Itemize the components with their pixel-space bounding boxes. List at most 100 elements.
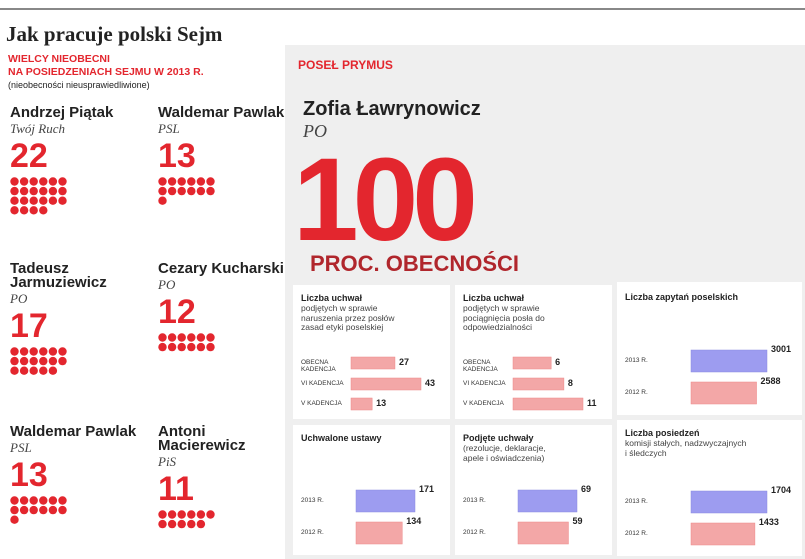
dot xyxy=(58,196,67,205)
person-party: PiS xyxy=(158,454,177,469)
top-value: 100 xyxy=(293,134,478,266)
panel-bars xyxy=(512,356,584,411)
dot xyxy=(196,342,206,352)
bar-value: 69 xyxy=(581,484,592,494)
panel-subtitle: (rezolucje, deklaracje, apele i oświadcz… xyxy=(463,443,546,463)
person: Waldemar Pawlak PSL 13 xyxy=(158,105,286,206)
person-party: PSL xyxy=(158,121,180,136)
panel-head: Liczba zapytań poselskich xyxy=(625,292,794,302)
panel-title: Liczba posiedzeń xyxy=(625,428,700,438)
dot xyxy=(19,496,29,505)
dot xyxy=(10,496,19,505)
dot xyxy=(39,496,48,505)
dot xyxy=(39,347,48,356)
dot xyxy=(158,333,167,342)
dot xyxy=(196,186,206,196)
person-days: 11 xyxy=(158,470,194,508)
row-label: 2013 R. xyxy=(301,497,324,504)
bar xyxy=(355,489,416,513)
dot xyxy=(187,342,196,352)
panel-bars xyxy=(690,490,768,546)
dot xyxy=(39,356,48,366)
stat-panel: Liczba zapytań poselskich 2013 R. 3001 2012… xyxy=(617,282,802,415)
stat-panel: Liczba uchwał podjętych w sprawie narusze… xyxy=(293,285,450,419)
dot-grid xyxy=(10,347,67,375)
section-title: WIELCY NIEOBECNI NA POSIEDZENIACH SEJMU … xyxy=(8,53,204,79)
dot xyxy=(187,333,196,342)
panel-title: Uchwalone ustawy xyxy=(301,433,382,443)
dot xyxy=(177,510,186,519)
panel-head: Liczba uchwał podjętych w sprawie pociągn… xyxy=(463,293,604,333)
dot xyxy=(206,342,215,352)
top-rule xyxy=(0,8,805,10)
person: Antoni Macierewicz PiS 11 xyxy=(158,424,286,529)
bar-value: 6 xyxy=(555,357,561,367)
bar-value: 2588 xyxy=(760,376,781,386)
person-party: PO xyxy=(158,277,176,292)
bar xyxy=(512,397,584,411)
dot xyxy=(187,177,196,186)
dot-group xyxy=(10,496,67,524)
dot xyxy=(167,519,177,529)
dot xyxy=(187,510,196,519)
bar-value: 171 xyxy=(419,484,435,494)
bar xyxy=(517,521,569,545)
row-label: 2013 R. xyxy=(463,497,486,504)
panel-bars xyxy=(517,489,578,545)
person-days: 13 xyxy=(158,137,196,175)
dot xyxy=(10,206,19,215)
panel-bars xyxy=(690,349,768,405)
bar xyxy=(512,377,565,391)
row-label: 2013 R. xyxy=(625,498,648,505)
dot xyxy=(10,186,19,196)
bar-value: 8 xyxy=(567,378,573,388)
dot xyxy=(19,177,29,186)
dot xyxy=(48,177,58,186)
bar-value: 43 xyxy=(425,378,436,388)
dot xyxy=(167,510,177,519)
panel-subtitle: podjętych w sprawie pociągnięcia posła d… xyxy=(463,303,545,332)
dot xyxy=(39,505,48,515)
bar-value: 1433 xyxy=(758,517,779,527)
panel-head: Liczba posiedzeń komisji stałych, nadzwyc… xyxy=(625,428,794,458)
dot xyxy=(158,186,167,196)
section-subtitle: NA POSIEDZENIACH SEJMU W 2013 R. xyxy=(8,66,204,78)
panel-title: Liczba zapytań poselskich xyxy=(625,292,739,302)
top-party: PO xyxy=(303,121,327,141)
bar-value: 1704 xyxy=(771,485,792,495)
dot xyxy=(167,342,177,352)
bar xyxy=(690,349,768,373)
dot xyxy=(177,333,186,342)
dot xyxy=(48,505,58,515)
dot xyxy=(29,177,38,186)
row-label: OBECNA KADENCJA xyxy=(301,359,336,373)
dot xyxy=(58,186,67,196)
row-label: OBECNA KADENCJA xyxy=(463,359,498,373)
dot xyxy=(196,177,206,186)
person-name: Cezary Kucharski xyxy=(158,260,284,277)
panel-head: Podjęte uchwały (rezolucje, deklaracje, a… xyxy=(463,433,604,463)
dot xyxy=(58,177,67,186)
bar xyxy=(690,522,756,546)
dot xyxy=(39,186,48,196)
bar-value: 11 xyxy=(587,398,597,408)
dot xyxy=(19,196,29,205)
person-name: Andrzej Piątak xyxy=(10,104,114,121)
dot xyxy=(167,333,177,342)
row-label: V KADENCJA xyxy=(463,400,504,407)
dot xyxy=(39,177,48,186)
dot-group xyxy=(10,177,67,215)
dot xyxy=(29,206,38,215)
row-label: 2013 R. xyxy=(625,357,648,364)
bar-value: 13 xyxy=(376,398,387,408)
person: Cezary Kucharski PO 12 xyxy=(158,260,286,352)
row-label: V KADENCJA xyxy=(301,400,342,407)
dot xyxy=(158,510,167,519)
top-label: POSEŁ PRYMUS xyxy=(298,58,393,72)
dot xyxy=(19,505,29,515)
dot-group xyxy=(158,333,215,352)
person-name: Waldemar Pawlak xyxy=(10,423,137,440)
panel-bars xyxy=(350,356,422,411)
bar xyxy=(350,377,422,391)
dot xyxy=(29,505,38,515)
